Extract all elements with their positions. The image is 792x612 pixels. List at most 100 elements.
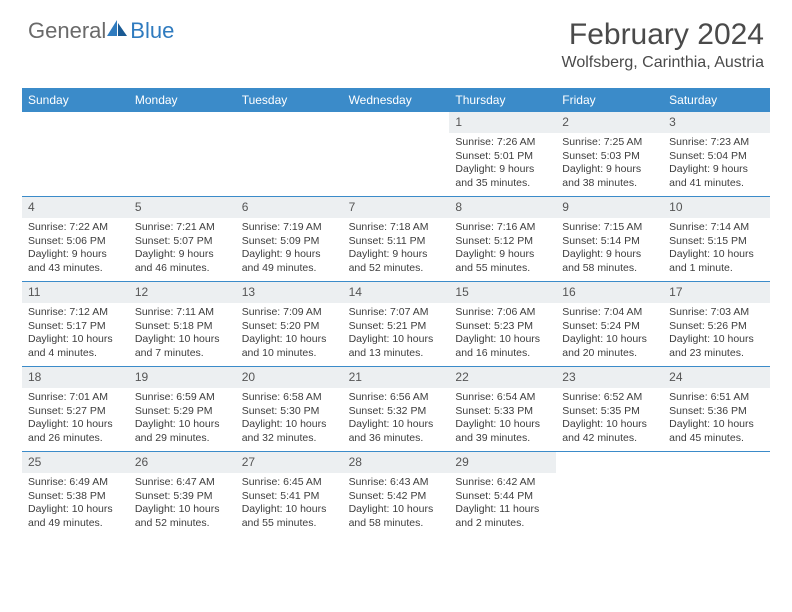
sunset-text: Sunset: 5:27 PM bbox=[28, 405, 123, 418]
weeks-container: 1Sunrise: 7:26 AMSunset: 5:01 PMDaylight… bbox=[22, 112, 770, 536]
sunset-text: Sunset: 5:32 PM bbox=[349, 405, 444, 418]
daylight-text: Daylight: 10 hours and 29 minutes. bbox=[135, 418, 230, 445]
day-number: 9 bbox=[556, 197, 663, 218]
sunrise-text: Sunrise: 6:43 AM bbox=[349, 476, 444, 489]
day-cell: 17Sunrise: 7:03 AMSunset: 5:26 PMDayligh… bbox=[663, 282, 770, 366]
day-body: Sunrise: 6:51 AMSunset: 5:36 PMDaylight:… bbox=[663, 388, 770, 449]
logo-text-general: General bbox=[28, 18, 106, 44]
day-body: Sunrise: 6:59 AMSunset: 5:29 PMDaylight:… bbox=[129, 388, 236, 449]
day-body: Sunrise: 7:22 AMSunset: 5:06 PMDaylight:… bbox=[22, 218, 129, 279]
day-number: 20 bbox=[236, 367, 343, 388]
day-cell bbox=[129, 112, 236, 196]
day-cell: 28Sunrise: 6:43 AMSunset: 5:42 PMDayligh… bbox=[343, 452, 450, 536]
day-number: 25 bbox=[22, 452, 129, 473]
day-cell: 2Sunrise: 7:25 AMSunset: 5:03 PMDaylight… bbox=[556, 112, 663, 196]
sunset-text: Sunset: 5:38 PM bbox=[28, 490, 123, 503]
day-number: 12 bbox=[129, 282, 236, 303]
daylight-text: Daylight: 11 hours and 2 minutes. bbox=[455, 503, 550, 530]
day-cell: 1Sunrise: 7:26 AMSunset: 5:01 PMDaylight… bbox=[449, 112, 556, 196]
week-row: 1Sunrise: 7:26 AMSunset: 5:01 PMDaylight… bbox=[22, 112, 770, 196]
day-number: 3 bbox=[663, 112, 770, 133]
day-number: 14 bbox=[343, 282, 450, 303]
daylight-text: Daylight: 10 hours and 36 minutes. bbox=[349, 418, 444, 445]
day-cell: 9Sunrise: 7:15 AMSunset: 5:14 PMDaylight… bbox=[556, 197, 663, 281]
sunset-text: Sunset: 5:11 PM bbox=[349, 235, 444, 248]
day-number bbox=[22, 112, 129, 133]
day-body: Sunrise: 7:01 AMSunset: 5:27 PMDaylight:… bbox=[22, 388, 129, 449]
day-body: Sunrise: 6:47 AMSunset: 5:39 PMDaylight:… bbox=[129, 473, 236, 534]
day-cell bbox=[22, 112, 129, 196]
day-number bbox=[663, 452, 770, 473]
sunrise-text: Sunrise: 7:04 AM bbox=[562, 306, 657, 319]
day-number: 16 bbox=[556, 282, 663, 303]
day-cell: 4Sunrise: 7:22 AMSunset: 5:06 PMDaylight… bbox=[22, 197, 129, 281]
daylight-text: Daylight: 9 hours and 52 minutes. bbox=[349, 248, 444, 275]
daylight-text: Daylight: 9 hours and 49 minutes. bbox=[242, 248, 337, 275]
daylight-text: Daylight: 10 hours and 26 minutes. bbox=[28, 418, 123, 445]
weekday-header: Friday bbox=[556, 88, 663, 112]
day-cell: 20Sunrise: 6:58 AMSunset: 5:30 PMDayligh… bbox=[236, 367, 343, 451]
day-number: 19 bbox=[129, 367, 236, 388]
daylight-text: Daylight: 10 hours and 7 minutes. bbox=[135, 333, 230, 360]
day-body: Sunrise: 6:52 AMSunset: 5:35 PMDaylight:… bbox=[556, 388, 663, 449]
week-row: 18Sunrise: 7:01 AMSunset: 5:27 PMDayligh… bbox=[22, 366, 770, 451]
day-body: Sunrise: 7:03 AMSunset: 5:26 PMDaylight:… bbox=[663, 303, 770, 364]
sunrise-text: Sunrise: 6:47 AM bbox=[135, 476, 230, 489]
sunrise-text: Sunrise: 7:21 AM bbox=[135, 221, 230, 234]
day-cell: 13Sunrise: 7:09 AMSunset: 5:20 PMDayligh… bbox=[236, 282, 343, 366]
sunset-text: Sunset: 5:09 PM bbox=[242, 235, 337, 248]
sunset-text: Sunset: 5:17 PM bbox=[28, 320, 123, 333]
weekday-header: Thursday bbox=[449, 88, 556, 112]
day-body: Sunrise: 7:26 AMSunset: 5:01 PMDaylight:… bbox=[449, 133, 556, 194]
day-number: 11 bbox=[22, 282, 129, 303]
daylight-text: Daylight: 10 hours and 16 minutes. bbox=[455, 333, 550, 360]
sunrise-text: Sunrise: 6:54 AM bbox=[455, 391, 550, 404]
day-number: 10 bbox=[663, 197, 770, 218]
sunset-text: Sunset: 5:04 PM bbox=[669, 150, 764, 163]
day-number: 1 bbox=[449, 112, 556, 133]
day-number: 17 bbox=[663, 282, 770, 303]
sunset-text: Sunset: 5:18 PM bbox=[135, 320, 230, 333]
sunrise-text: Sunrise: 7:01 AM bbox=[28, 391, 123, 404]
weekday-header: Wednesday bbox=[343, 88, 450, 112]
sunset-text: Sunset: 5:26 PM bbox=[669, 320, 764, 333]
sunrise-text: Sunrise: 7:15 AM bbox=[562, 221, 657, 234]
day-number: 27 bbox=[236, 452, 343, 473]
sunset-text: Sunset: 5:44 PM bbox=[455, 490, 550, 503]
weekday-header-row: SundayMondayTuesdayWednesdayThursdayFrid… bbox=[22, 88, 770, 112]
day-body: Sunrise: 7:21 AMSunset: 5:07 PMDaylight:… bbox=[129, 218, 236, 279]
day-number: 22 bbox=[449, 367, 556, 388]
sunset-text: Sunset: 5:39 PM bbox=[135, 490, 230, 503]
page-header: General Blue February 2024 Wolfsberg, Ca… bbox=[0, 0, 792, 80]
day-number: 2 bbox=[556, 112, 663, 133]
day-number: 13 bbox=[236, 282, 343, 303]
day-cell: 6Sunrise: 7:19 AMSunset: 5:09 PMDaylight… bbox=[236, 197, 343, 281]
day-cell: 22Sunrise: 6:54 AMSunset: 5:33 PMDayligh… bbox=[449, 367, 556, 451]
sunset-text: Sunset: 5:12 PM bbox=[455, 235, 550, 248]
day-body: Sunrise: 7:19 AMSunset: 5:09 PMDaylight:… bbox=[236, 218, 343, 279]
day-cell: 18Sunrise: 7:01 AMSunset: 5:27 PMDayligh… bbox=[22, 367, 129, 451]
sunrise-text: Sunrise: 6:51 AM bbox=[669, 391, 764, 404]
sunset-text: Sunset: 5:33 PM bbox=[455, 405, 550, 418]
day-body: Sunrise: 7:12 AMSunset: 5:17 PMDaylight:… bbox=[22, 303, 129, 364]
day-cell: 11Sunrise: 7:12 AMSunset: 5:17 PMDayligh… bbox=[22, 282, 129, 366]
day-number: 18 bbox=[22, 367, 129, 388]
sunset-text: Sunset: 5:23 PM bbox=[455, 320, 550, 333]
daylight-text: Daylight: 10 hours and 52 minutes. bbox=[135, 503, 230, 530]
sunrise-text: Sunrise: 6:58 AM bbox=[242, 391, 337, 404]
day-number: 7 bbox=[343, 197, 450, 218]
day-cell: 25Sunrise: 6:49 AMSunset: 5:38 PMDayligh… bbox=[22, 452, 129, 536]
day-cell bbox=[236, 112, 343, 196]
weekday-header: Sunday bbox=[22, 88, 129, 112]
daylight-text: Daylight: 9 hours and 55 minutes. bbox=[455, 248, 550, 275]
day-cell: 19Sunrise: 6:59 AMSunset: 5:29 PMDayligh… bbox=[129, 367, 236, 451]
day-number bbox=[236, 112, 343, 133]
daylight-text: Daylight: 9 hours and 35 minutes. bbox=[455, 163, 550, 190]
sunrise-text: Sunrise: 7:03 AM bbox=[669, 306, 764, 319]
day-number: 15 bbox=[449, 282, 556, 303]
day-body: Sunrise: 7:25 AMSunset: 5:03 PMDaylight:… bbox=[556, 133, 663, 194]
day-cell bbox=[663, 452, 770, 536]
day-number: 29 bbox=[449, 452, 556, 473]
sunset-text: Sunset: 5:41 PM bbox=[242, 490, 337, 503]
day-body: Sunrise: 7:07 AMSunset: 5:21 PMDaylight:… bbox=[343, 303, 450, 364]
